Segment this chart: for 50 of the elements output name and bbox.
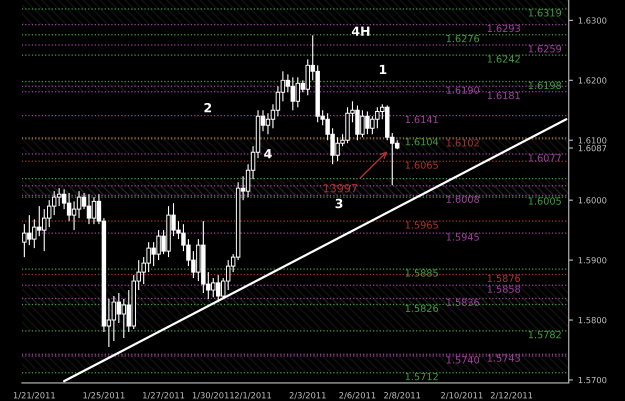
ref-line-label: 1.6181	[488, 92, 520, 100]
y-tick-label: 1.6100	[578, 137, 606, 144]
ref-line-label: 1.6102	[446, 139, 479, 147]
ref-line-label: 1.6293	[488, 24, 520, 32]
ref-line-label: 1.6008	[446, 196, 480, 203]
annotation: 3	[336, 198, 342, 208]
ref-line-label: 1.6242	[488, 55, 520, 63]
x-tick-label: 2/8/2011	[384, 392, 420, 400]
x-tick-label: 1/21/2011	[14, 392, 55, 400]
y-tick-label: 1.6200	[578, 77, 606, 84]
x-tick-label: 2/1/2011	[234, 392, 271, 400]
ref-line-label: 1.6276	[446, 34, 480, 42]
ref-line-label: 1.6104	[406, 138, 438, 146]
ref-line-label: 1.5885	[406, 269, 438, 277]
ref-line-label: 1.5743	[488, 354, 520, 362]
annotation: 4	[264, 149, 272, 158]
ref-line-label: 1.6319	[528, 9, 562, 17]
ref-line-label: 1.5858	[488, 285, 520, 293]
annotation: 13997	[324, 184, 358, 192]
ref-line-label: 1.5876	[488, 274, 520, 282]
ref-line-label: 1.5826	[406, 304, 438, 312]
ref-line-label: 1.5965	[406, 221, 438, 229]
ref-line-label: 1.5712	[406, 372, 438, 380]
x-tick-label: 2/6/2011	[339, 392, 376, 400]
ref-line-label: 1.6198	[528, 82, 562, 90]
ref-line-label: 1.6005	[528, 197, 561, 205]
x-tick-label: 1/30/2011	[192, 392, 234, 400]
y-tick-label: 1.6300	[578, 17, 606, 24]
annotation: 4H	[352, 26, 370, 36]
x-tick-label: 1/25/2011	[83, 392, 124, 400]
y-tick-label: 1.5900	[578, 257, 606, 264]
ref-line-label: 1.6259	[528, 45, 562, 52]
ref-line-label: 1.6077	[528, 154, 561, 162]
ref-line-label: 1.5782	[528, 330, 561, 338]
x-tick-label: 2/10/2011	[441, 392, 482, 400]
annotation: 1	[380, 64, 386, 74]
ref-line-label: 1.6141	[406, 116, 438, 124]
y-tick-label: 1.6000	[578, 197, 606, 204]
ref-line-label: 1.5836	[446, 298, 480, 306]
y-tick-label: 1.6087	[578, 145, 606, 152]
ref-line-label: 1.6190	[446, 86, 480, 94]
annotation: 2	[204, 103, 212, 112]
x-tick-label: 1/27/2011	[143, 392, 184, 400]
ref-line-label: 1.5945	[446, 233, 479, 241]
y-tick-label: 1.5800	[578, 317, 606, 324]
ref-line-label: 1.5740	[446, 356, 480, 364]
x-tick-label: 2/3/2011	[290, 392, 326, 400]
y-tick-label: 1.5700	[578, 376, 606, 384]
ref-line-label: 1.6065	[406, 161, 438, 169]
x-tick-label: 2/12/2011	[490, 392, 532, 400]
